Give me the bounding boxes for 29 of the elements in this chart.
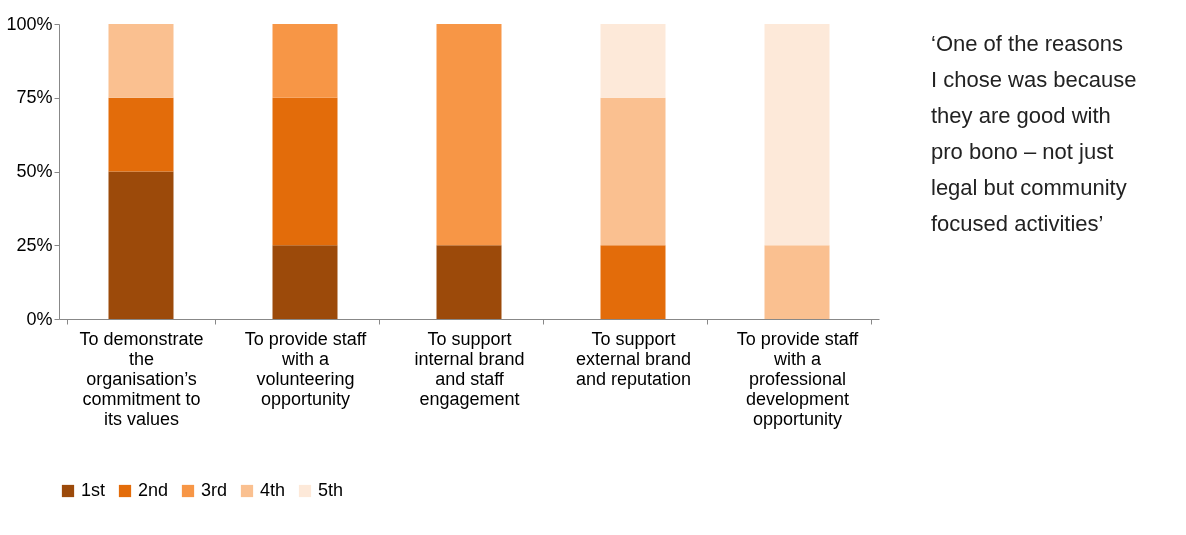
bar	[436, 24, 502, 246]
y-tick-label: 25%	[16, 234, 53, 255]
bar	[272, 24, 338, 98]
legend-label: 2nd	[138, 480, 169, 500]
bar	[600, 245, 666, 319]
text: ‘One of the reasons I chose was because they are good with pro bono – not just legal but community focused activities’	[931, 31, 1137, 236]
y-tick-label: 0%	[26, 308, 53, 329]
bar	[108, 97, 174, 172]
x-tick-label: To provide staff with a volunteering opportunity	[244, 328, 368, 409]
bar	[436, 245, 502, 319]
x-tick-label: To support internal brand and staff engagement	[414, 328, 525, 409]
y-tick-label: 100%	[6, 13, 53, 34]
bar	[600, 97, 666, 246]
bar	[272, 97, 338, 246]
legend-label: 1st	[81, 480, 106, 500]
legend-label: 5th	[318, 480, 344, 500]
legend-label: 3rd	[201, 480, 228, 500]
bar	[764, 245, 830, 319]
bar	[108, 171, 174, 319]
y-tick-label: 50%	[16, 161, 53, 181]
bar	[272, 245, 338, 319]
bar	[600, 24, 666, 98]
legend-label: 4th	[260, 480, 286, 500]
bar	[764, 24, 830, 246]
x-tick-label: To support external brand and reputation	[575, 328, 692, 389]
y-tick-label: 75%	[16, 87, 53, 108]
x-tick-label: To provide staff with a professional development opportunity	[736, 328, 860, 429]
bar	[108, 24, 174, 98]
x-tick-label: To demonstrate the organisation’s commitment to its values	[79, 328, 204, 429]
